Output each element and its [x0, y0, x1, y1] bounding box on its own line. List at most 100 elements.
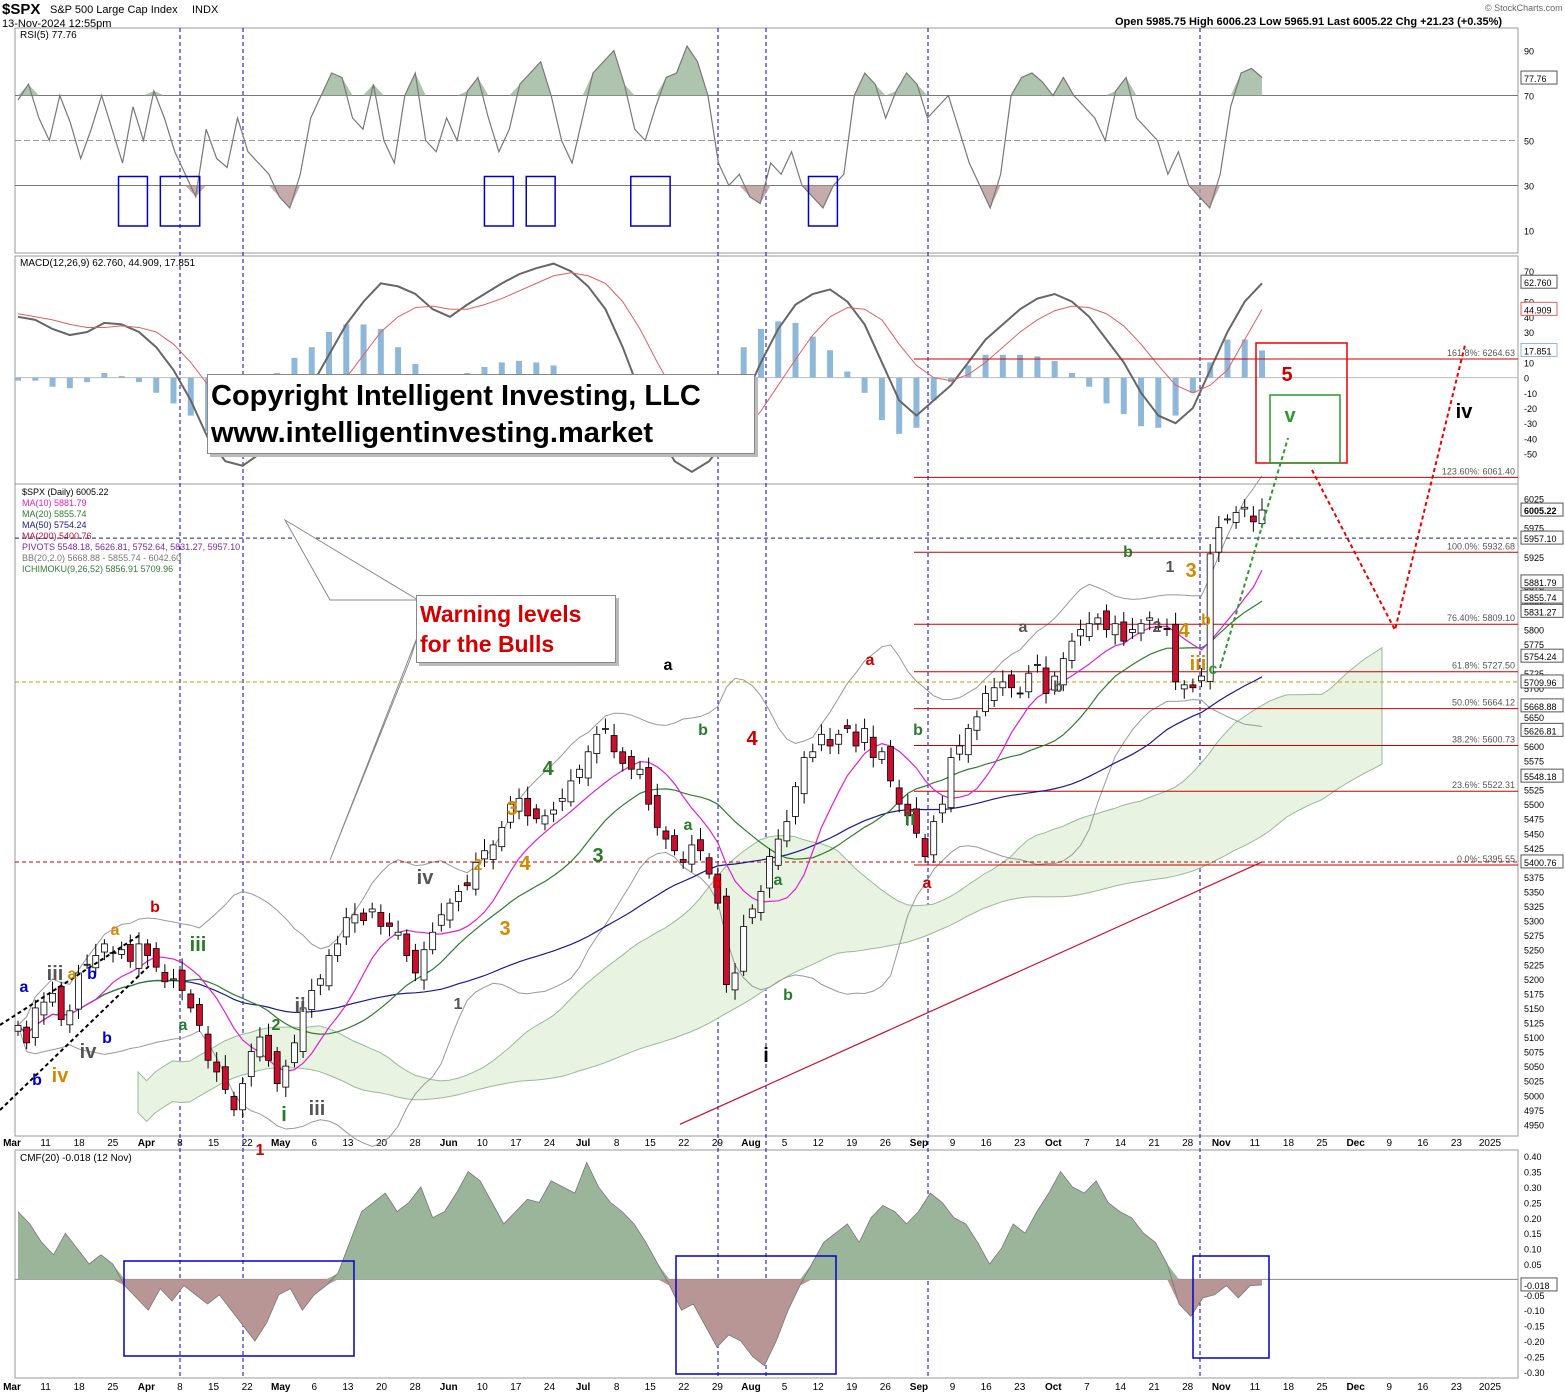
- rsi-oversold-box-2: [483, 175, 515, 227]
- wave-label: a: [774, 872, 783, 889]
- macd-title: MACD(12,26,9) 62.760, 44.909, 17.851: [20, 258, 196, 269]
- macd-histogram-bar: [49, 377, 56, 387]
- price-tick-label: 5250: [1524, 946, 1544, 956]
- fib-level-label-5: 50.0%: 5664.12: [1452, 698, 1515, 708]
- macd-histogram-bar: [878, 377, 885, 421]
- macd-histogram-bar: [896, 377, 903, 434]
- candle-up: [299, 1007, 307, 1052]
- macd-histogram-bar: [740, 347, 747, 378]
- candle-down: [645, 767, 653, 805]
- candle-down: [265, 1034, 272, 1061]
- macd-histogram-bar: [550, 365, 557, 378]
- candle-up: [342, 917, 350, 938]
- wave-label: a: [684, 817, 693, 834]
- candle-up: [14, 1024, 22, 1032]
- date-axis-label: 8: [614, 1138, 620, 1149]
- price-legend-item: ICHIMOKU(9,26,52) 5856.91 5709.96: [22, 564, 173, 574]
- candle-up: [1215, 527, 1223, 553]
- price-last-value: 5855.74: [1524, 593, 1557, 603]
- rsi-tick-label: 30: [1524, 182, 1534, 192]
- price-tick-label: 6025: [1524, 495, 1544, 505]
- candle-up: [636, 768, 644, 775]
- price-legend-item: $SPX (Daily) 6005.22: [22, 487, 109, 497]
- macd-histogram-bar: [965, 365, 972, 378]
- candle-down: [610, 735, 618, 753]
- wave-label: 3: [592, 845, 603, 867]
- candle-down: [843, 725, 851, 729]
- date-axis-label-bottom: 9: [1386, 1382, 1392, 1393]
- candle-down: [852, 731, 860, 747]
- date-axis-label-bottom: Dec: [1346, 1382, 1365, 1393]
- candle-up: [291, 1042, 298, 1064]
- candle-up: [567, 780, 575, 803]
- candle-up: [757, 891, 765, 913]
- macd-histogram-bar: [775, 321, 782, 378]
- candle-down: [23, 1026, 31, 1044]
- price-tick-label: 5600: [1524, 742, 1544, 752]
- macd-tick-label: -20: [1524, 404, 1537, 414]
- candle-down: [1189, 684, 1197, 689]
- date-axis-label-bottom: 8: [614, 1382, 620, 1393]
- wave-label: iii: [309, 1098, 326, 1120]
- candle-down: [1008, 674, 1015, 689]
- date-axis-label-bottom: 7: [1084, 1382, 1090, 1393]
- macd-tick-label: -50: [1524, 450, 1537, 460]
- price-tick-label: 5975: [1524, 524, 1544, 534]
- macd-histogram-bar: [291, 357, 298, 378]
- wave-label: b: [150, 899, 160, 916]
- price-tick-label: 5650: [1524, 713, 1544, 723]
- date-axis-label: 28: [410, 1138, 422, 1149]
- wave-label: iii: [190, 934, 207, 956]
- date-axis-label: 22: [242, 1138, 254, 1149]
- date-axis-label-bottom: 21: [1149, 1382, 1161, 1393]
- date-axis-label: 7: [1084, 1138, 1090, 1149]
- fib-level-label-0: 161.8%: 6264.63: [1447, 348, 1515, 358]
- candle-down: [273, 1051, 281, 1085]
- price-tick-label: 5050: [1524, 1062, 1544, 1072]
- date-axis-label: 23: [1451, 1138, 1463, 1149]
- cmf-tick-label: 0.35: [1524, 1168, 1542, 1178]
- macd-histogram-bar: [498, 362, 505, 378]
- macd-histogram-bar: [1086, 377, 1093, 387]
- cmf-last-value: -0.018: [1524, 1281, 1550, 1291]
- candle-down: [152, 948, 160, 968]
- macd-last-value: 62.760: [1524, 278, 1552, 288]
- cmf-negative-fill: [18, 1279, 1262, 1366]
- date-axis-label-bottom: 20: [376, 1382, 388, 1393]
- macd-histogram-bar: [360, 324, 367, 378]
- macd-histogram-bar: [533, 362, 540, 378]
- candle-up: [740, 926, 748, 972]
- date-axis-label: 2025: [1479, 1138, 1502, 1149]
- wave-label: 4: [542, 758, 554, 780]
- candle-down: [904, 803, 912, 817]
- macd-last-value-box: [1520, 342, 1558, 357]
- candle-up: [973, 716, 981, 731]
- date-axis-label-bottom: 26: [880, 1382, 892, 1393]
- price-tick-label: 5200: [1524, 975, 1544, 985]
- date-axis-label-bottom: 28: [410, 1382, 422, 1393]
- candle-up: [1224, 518, 1231, 521]
- rsi-last-value-box: [1520, 70, 1558, 85]
- candle-down: [403, 933, 411, 956]
- candle-down: [221, 1066, 229, 1090]
- rsi-tick-label: 10: [1524, 227, 1534, 237]
- wave-label: a: [68, 966, 77, 983]
- candle-up: [938, 803, 946, 814]
- candle-up: [576, 768, 583, 778]
- candle-down: [921, 838, 929, 857]
- candle-up: [515, 797, 523, 812]
- wave-label: b: [1123, 544, 1133, 561]
- candle-down: [126, 944, 134, 962]
- candle-up: [1206, 553, 1214, 682]
- candle-up: [420, 949, 428, 981]
- candle-down: [1103, 610, 1110, 630]
- candle-up: [316, 978, 324, 986]
- date-axis-label: 10: [477, 1138, 489, 1149]
- macd-histogram-bar: [1017, 354, 1024, 378]
- candle-up: [83, 963, 91, 966]
- date-axis-label-bottom: Mar: [3, 1382, 21, 1393]
- price-tick-label: 5700: [1524, 684, 1544, 694]
- macd-histogram-bar: [999, 354, 1006, 378]
- candle-up: [956, 745, 964, 755]
- cmf-title: CMF(20) -0.018 (12 Nov): [20, 1153, 132, 1164]
